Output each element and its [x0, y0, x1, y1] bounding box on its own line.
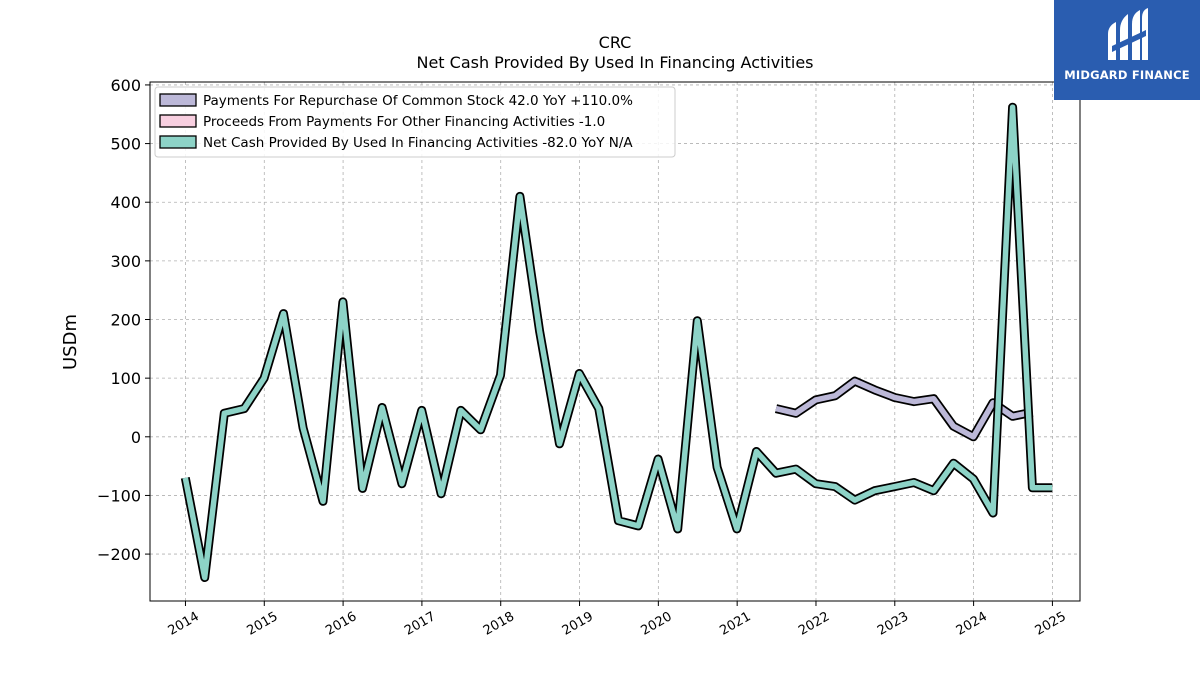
legend-swatch [159, 93, 197, 107]
legend-label: Proceeds From Payments For Other Financi… [203, 114, 605, 130]
legend-box [154, 86, 676, 158]
x-tick-label: 2021 [717, 609, 753, 639]
y-tick-label: 200 [110, 311, 141, 330]
x-tick-label: 2015 [244, 609, 280, 639]
logo-text: MIDGARD FINANCE [1064, 68, 1190, 82]
x-tick-label: 2025 [1033, 609, 1069, 639]
x-tick-label: 2014 [166, 609, 202, 639]
y-tick-label: 400 [110, 193, 141, 212]
x-tick-label: 2023 [875, 609, 911, 639]
legend-label: Net Cash Provided By Used In Financing A… [203, 135, 633, 151]
series-1 [180, 102, 1053, 582]
series-line [182, 104, 1053, 581]
x-tick-label: 2018 [481, 609, 517, 639]
y-tick-label: 0 [131, 428, 141, 447]
plot-frame [149, 81, 1081, 602]
x-tick-label: 2016 [323, 609, 359, 639]
x-tick-label: 2020 [639, 609, 675, 639]
midgard-finance-logo: MIDGARD FINANCE [1054, 0, 1200, 100]
x-tick-label: 2019 [560, 609, 596, 639]
x-tick-label: 2022 [796, 609, 832, 639]
legend-swatch [159, 114, 197, 128]
series-0 [774, 376, 1034, 442]
series-layer [180, 102, 1053, 582]
series-line [775, 378, 1033, 440]
y-tick-label: 600 [110, 76, 141, 95]
y-tick-label: 500 [110, 135, 141, 154]
chart-title: CRC [599, 33, 632, 52]
legend: Payments For Repurchase Of Common Stock … [154, 86, 676, 158]
legend-label: Payments For Repurchase Of Common Stock … [203, 93, 633, 109]
legend-swatch [159, 135, 197, 149]
y-tick-label: 100 [110, 369, 141, 388]
y-tick-label: −100 [97, 486, 141, 505]
logo-mark-icon [1108, 8, 1148, 60]
y-tick-label: −200 [97, 545, 141, 564]
y-axis-label: USDm [60, 314, 81, 370]
x-tick-label: 2024 [954, 609, 990, 639]
x-tick-label: 2017 [402, 609, 438, 639]
chart-subtitle: Net Cash Provided By Used In Financing A… [416, 53, 813, 72]
y-tick-label: 300 [110, 252, 141, 271]
